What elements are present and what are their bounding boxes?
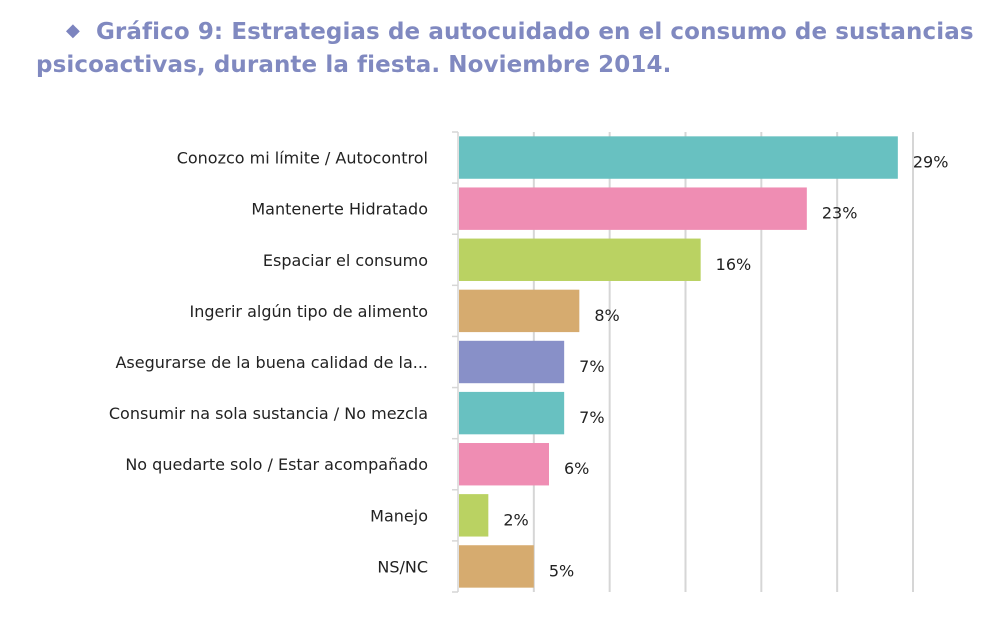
value-labels: 29% 23% 16% 8% 7% 7% 6% 2% 5% xyxy=(503,153,948,581)
category-label: Asegurarse de la buena calidad de la... xyxy=(115,353,428,372)
category-label: Consumir na sola sustancia / No mezcla xyxy=(109,404,428,423)
data-label: 29% xyxy=(913,153,949,172)
bars xyxy=(459,136,898,588)
category-label: Ingerir algún tipo de alimento xyxy=(190,302,428,321)
bar xyxy=(459,391,565,435)
category-label: NS/NC xyxy=(377,557,428,576)
diamond-icon: ◆ xyxy=(66,20,80,41)
chart-title: ◆ Gráfico 9: Estrategias de autocuidado e… xyxy=(36,14,986,82)
bar xyxy=(459,443,549,486)
bar xyxy=(459,289,580,333)
title-line-1: ◆ Gráfico 9: Estrategias de autocuidado e… xyxy=(36,14,986,49)
data-label: 7% xyxy=(579,357,604,376)
category-label: Manejo xyxy=(370,506,428,525)
data-label: 5% xyxy=(549,561,574,580)
bar xyxy=(459,494,489,537)
category-label: Espaciar el consumo xyxy=(263,251,428,270)
bar xyxy=(459,136,898,179)
bar xyxy=(459,187,807,230)
category-labels: Conozco mi límite / Autocontrol Mantenert… xyxy=(109,149,428,577)
data-label: 6% xyxy=(564,459,589,478)
data-label: 8% xyxy=(594,306,619,325)
bar xyxy=(459,340,565,384)
data-label: 23% xyxy=(822,204,858,223)
data-label: 7% xyxy=(579,408,604,427)
title-line-2: psicoactivas, durante la fiesta. Noviemb… xyxy=(36,52,672,78)
data-label: 16% xyxy=(716,255,752,274)
category-label: Conozco mi límite / Autocontrol xyxy=(177,149,428,168)
category-axis xyxy=(452,131,459,593)
category-label: Mantenerte Hidratado xyxy=(251,200,428,219)
bar xyxy=(459,238,701,281)
category-label: No quedarte solo / Estar acompañado xyxy=(125,455,428,474)
title-line-1-text: Gráfico 9: Estrategias de autocuidado en… xyxy=(95,19,974,45)
data-label: 2% xyxy=(503,510,528,529)
bar xyxy=(459,545,534,588)
